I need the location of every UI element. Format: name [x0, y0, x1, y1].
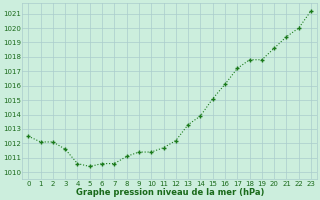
X-axis label: Graphe pression niveau de la mer (hPa): Graphe pression niveau de la mer (hPa)	[76, 188, 264, 197]
